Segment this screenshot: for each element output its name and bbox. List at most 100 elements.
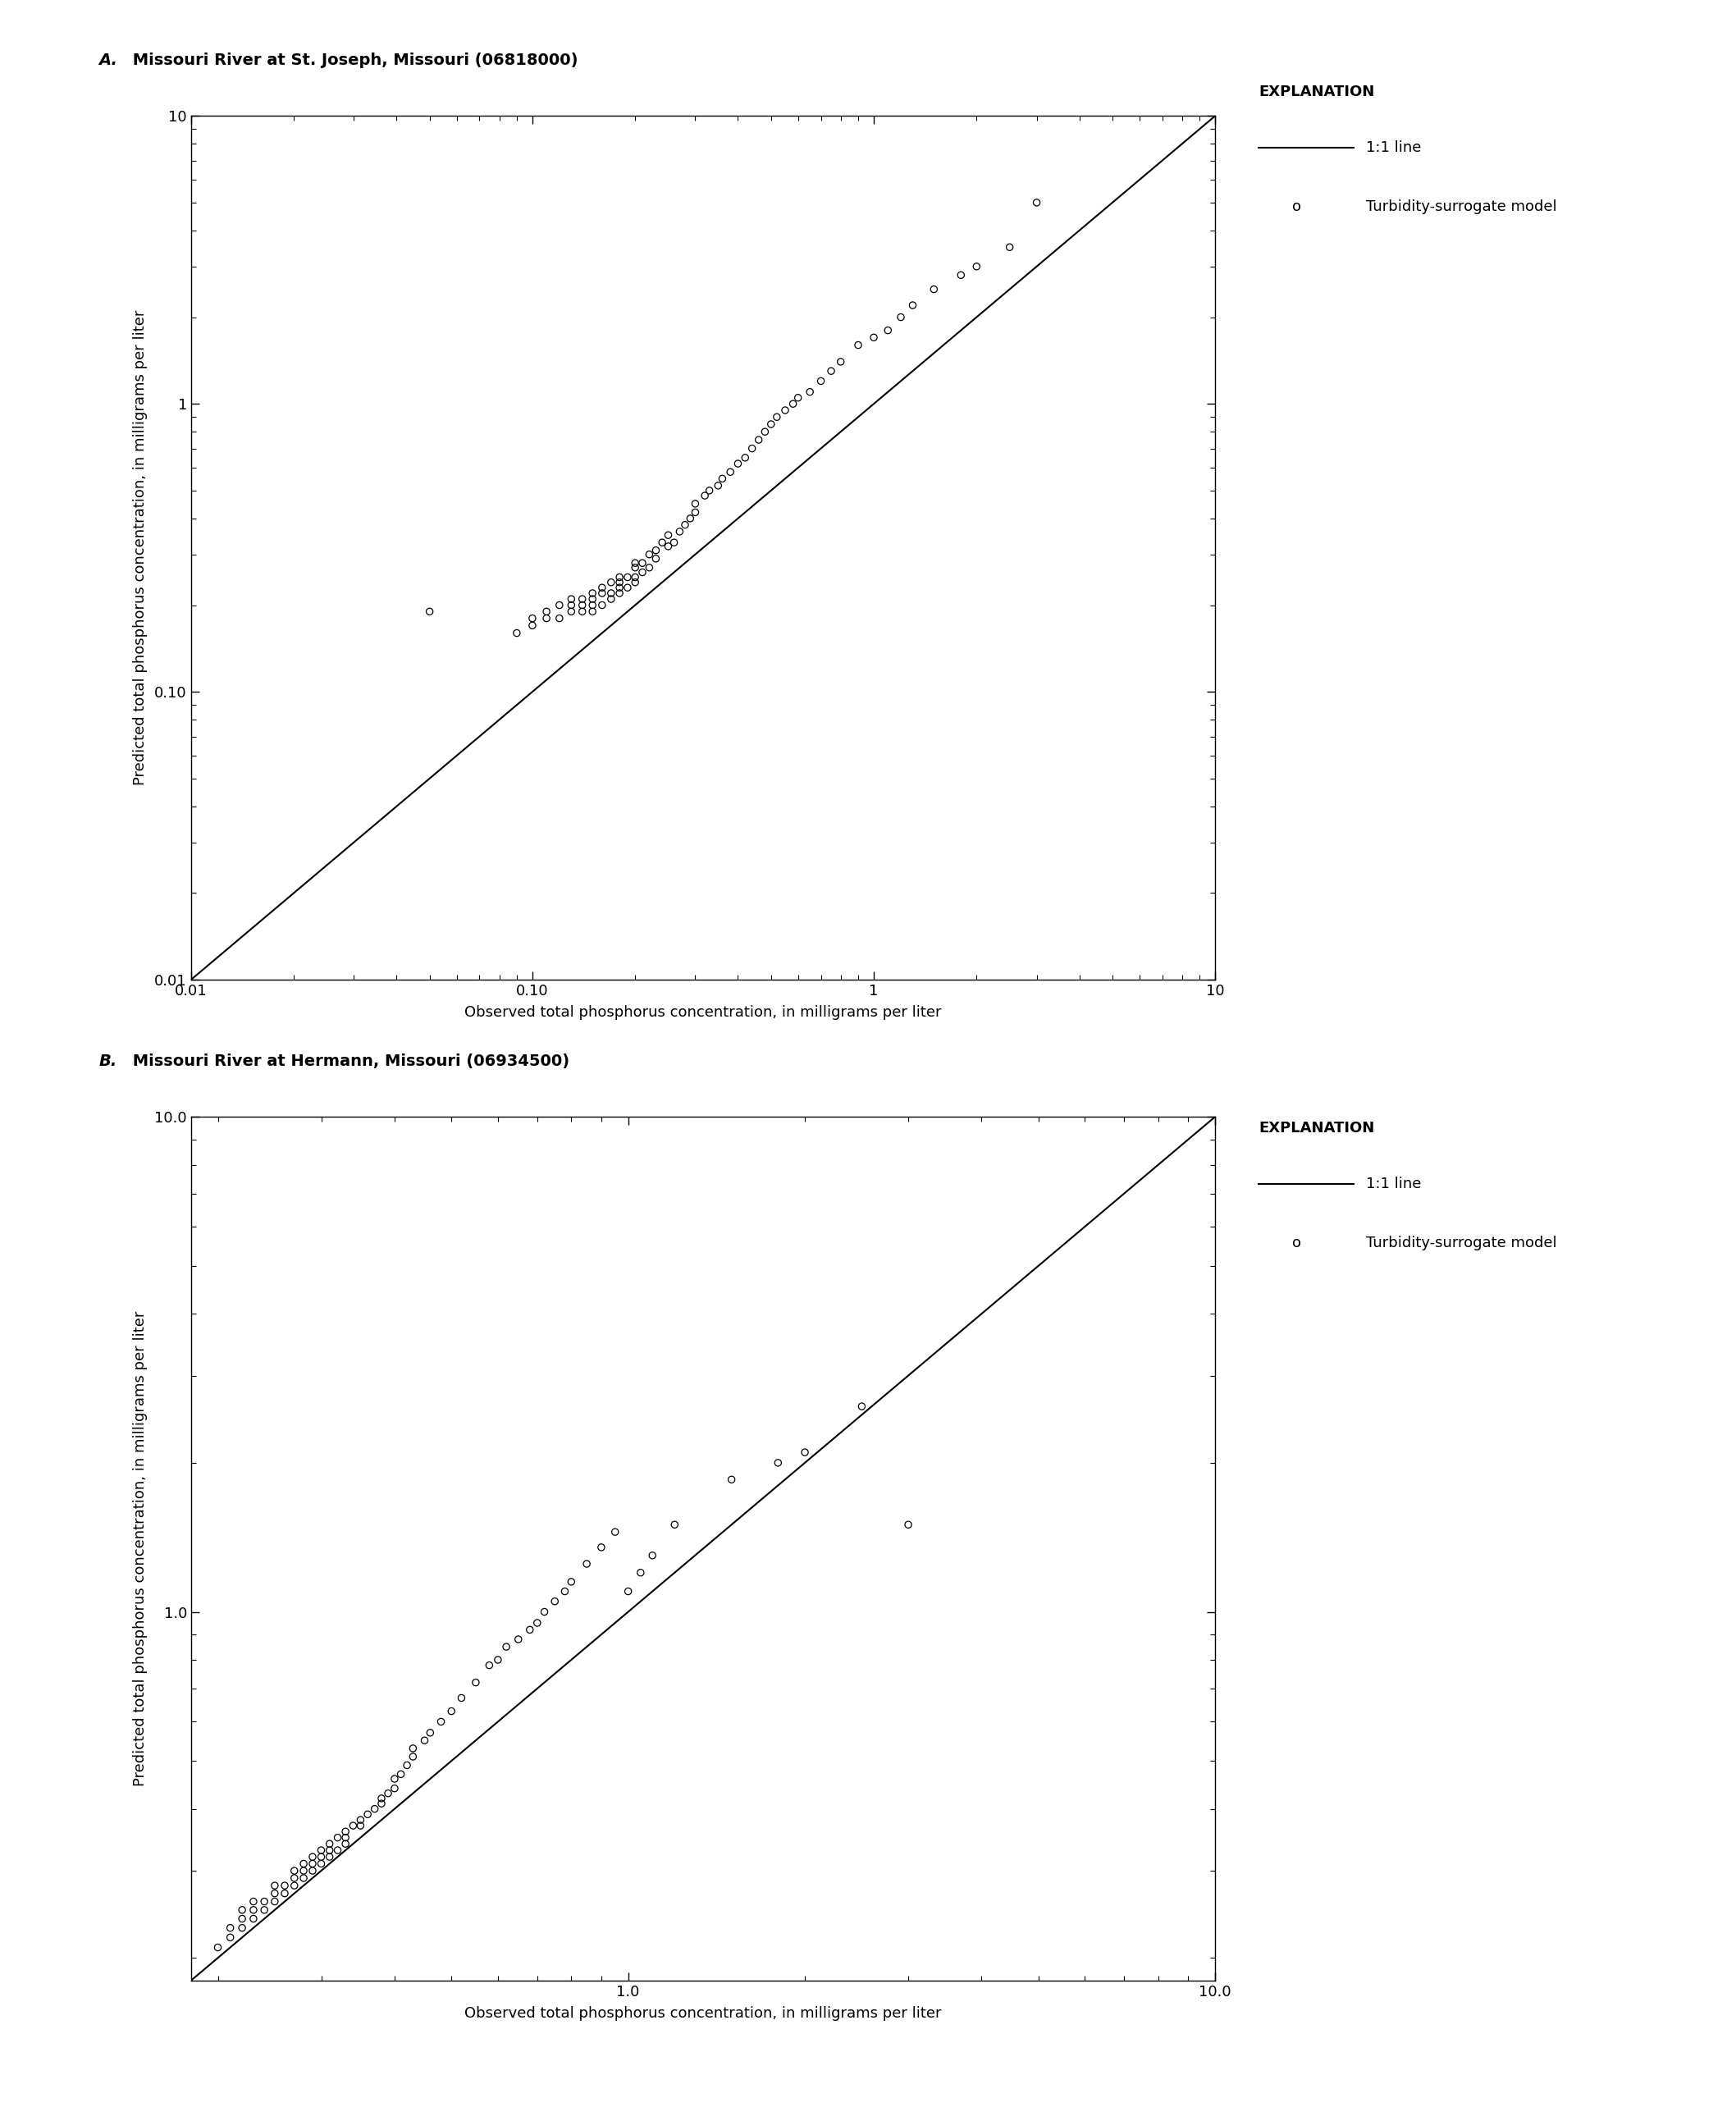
Point (323, 1820, 351, 1854)
Point (660, 525, 687, 558)
Point (818, 354, 845, 388)
Point (417, 1715, 444, 1749)
Point (844, 329, 871, 362)
Point (392, 1749, 420, 1783)
Point (601, 1515, 628, 1549)
Point (250, 1884, 278, 1917)
Point (639, 1538, 667, 1572)
Point (578, 588, 606, 622)
Point (557, 594, 585, 628)
Text: B.: B. (99, 1054, 116, 1068)
Point (826, 346, 854, 379)
Point (557, 582, 585, 615)
Point (654, 518, 682, 552)
Point (682, 487, 710, 520)
Point (307, 1848, 335, 1882)
Text: EXPLANATION: EXPLANATION (1259, 1121, 1375, 1136)
Point (920, 272, 948, 306)
Point (621, 560, 649, 594)
Point (613, 571, 641, 605)
Point (887, 301, 915, 335)
Point (613, 560, 641, 594)
Point (375, 1776, 403, 1810)
Point (240, 1903, 267, 1936)
Point (807, 365, 835, 398)
Point (724, 447, 752, 480)
Point (523, 1606, 550, 1639)
X-axis label: Observed total phosphorus concentration, in milligrams per liter: Observed total phosphorus concentration,… (465, 1005, 941, 1020)
Point (299, 1848, 326, 1882)
Point (847, 1389, 875, 1422)
Text: Turbidity-surrogate model: Turbidity-surrogate model (1366, 1235, 1557, 1252)
Point (762, 400, 790, 434)
Point (717, 1462, 745, 1496)
Point (399, 1732, 427, 1766)
Point (606, 577, 634, 611)
Point (597, 565, 625, 598)
Point (260, 1884, 288, 1917)
Point (380, 1772, 408, 1806)
Point (260, 1869, 288, 1903)
Text: o: o (1292, 198, 1302, 215)
Text: 1:1 line: 1:1 line (1366, 1176, 1422, 1193)
Point (347, 1808, 375, 1842)
Point (519, 609, 547, 643)
Point (667, 514, 694, 548)
Point (642, 541, 670, 575)
Point (589, 577, 616, 611)
Point (696, 474, 724, 508)
Point (654, 529, 682, 563)
Point (332, 1820, 359, 1854)
Y-axis label: Predicted total phosphorus concentration, in milligrams per liter: Predicted total phosphorus concentration… (134, 310, 148, 786)
Point (597, 582, 625, 615)
Point (557, 588, 585, 622)
Point (299, 1839, 326, 1873)
Point (380, 1761, 408, 1795)
Point (757, 407, 785, 440)
Point (568, 594, 595, 628)
Point (316, 1839, 344, 1873)
Y-axis label: Predicted total phosphorus concentration, in milligrams per liter: Predicted total phosphorus concentration… (134, 1311, 148, 1787)
Point (708, 461, 736, 495)
Point (505, 1622, 533, 1656)
Point (476, 1648, 503, 1681)
Point (628, 556, 656, 590)
Point (332, 1814, 359, 1848)
Point (250, 1892, 278, 1926)
Point (963, 249, 991, 282)
Point (533, 600, 561, 634)
Point (597, 577, 625, 611)
Point (545, 588, 573, 622)
Point (290, 1860, 318, 1894)
Point (717, 455, 745, 489)
Point (705, 468, 733, 501)
Point (368, 1787, 396, 1820)
Point (399, 1740, 427, 1774)
Point (587, 1530, 615, 1563)
Point (792, 1435, 819, 1469)
Point (621, 565, 649, 598)
Point (642, 533, 670, 567)
Point (217, 1922, 245, 1955)
Text: A.: A. (99, 53, 118, 67)
Point (519, 600, 547, 634)
Point (281, 1869, 309, 1903)
Point (545, 600, 573, 634)
Point (516, 1614, 543, 1648)
Point (771, 394, 799, 428)
Point (731, 440, 759, 474)
Point (1023, 185, 1050, 219)
Point (299, 1854, 326, 1888)
Point (635, 537, 663, 571)
Point (568, 588, 595, 622)
Point (227, 1892, 255, 1926)
Point (948, 259, 976, 293)
Point (448, 1681, 476, 1715)
Point (493, 1631, 521, 1665)
Point (621, 546, 649, 579)
Point (217, 1911, 245, 1945)
Point (339, 1808, 366, 1842)
Text: o: o (1292, 1235, 1302, 1252)
Point (621, 550, 649, 584)
Point (347, 1804, 375, 1837)
